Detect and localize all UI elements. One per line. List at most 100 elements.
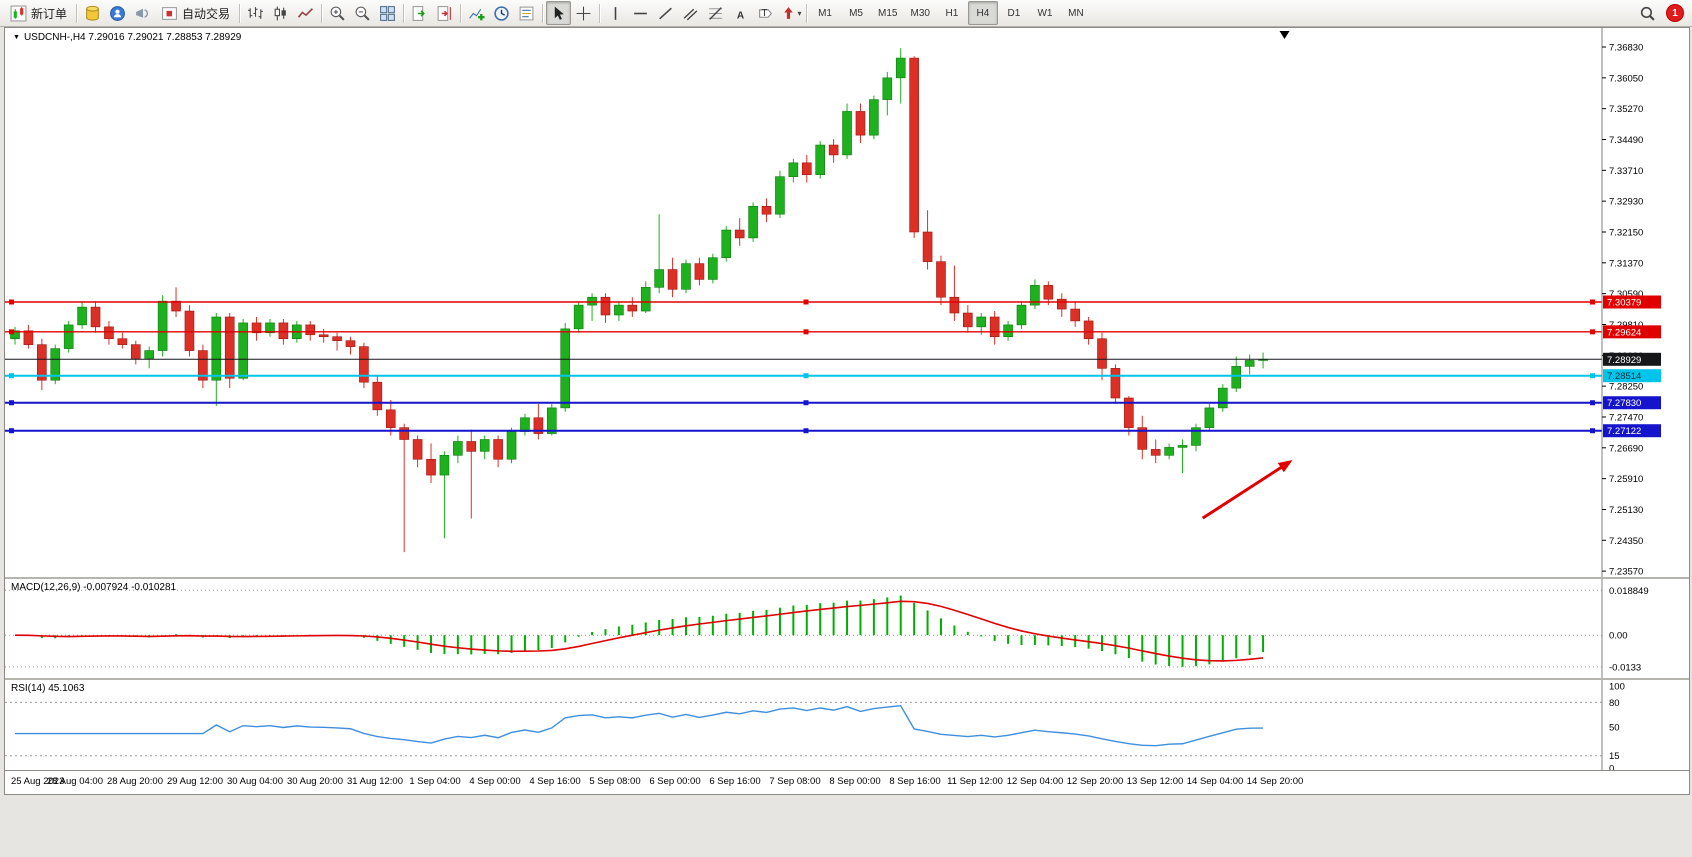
history-center-button[interactable] [80, 1, 105, 25]
timeframe-button-m15[interactable]: M15 [878, 7, 898, 19]
timeframe-button-w1[interactable]: W1 [1037, 7, 1053, 19]
time-label: 31 Aug 12:00 [347, 776, 403, 787]
svg-text:50: 50 [1609, 723, 1620, 734]
svg-text:15: 15 [1609, 751, 1620, 762]
svg-text:7.28514: 7.28514 [1607, 371, 1641, 382]
svg-text:7.27470: 7.27470 [1609, 412, 1643, 423]
pane-splitter[interactable] [5, 678, 1689, 680]
timeframe-button-h1[interactable]: H1 [945, 7, 959, 19]
bar-chart-button[interactable] [243, 1, 268, 25]
community-icon [110, 5, 125, 21]
trendline-icon [659, 7, 672, 19]
cursor-button[interactable] [546, 1, 572, 25]
chart-shift-button[interactable] [432, 1, 457, 25]
svg-text:7.23570: 7.23570 [1609, 567, 1643, 577]
news-button[interactable] [130, 1, 155, 25]
new-order-icon [10, 5, 27, 21]
toolbar-separator [806, 3, 808, 23]
rsi-panel[interactable]: 100 80 50 15 0 [5, 680, 1689, 770]
svg-text:7.28250: 7.28250 [1609, 382, 1643, 393]
templates-button[interactable] [514, 1, 539, 25]
svg-text:7.31370: 7.31370 [1609, 258, 1643, 269]
svg-text:-0.0133: -0.0133 [1609, 662, 1641, 673]
svg-text:7.32930: 7.32930 [1609, 197, 1643, 208]
autotrading-icon [162, 6, 177, 20]
svg-text:80: 80 [1609, 698, 1620, 709]
chart-symbol-period: USDCNH-,H4 [23, 32, 86, 43]
text-label-button[interactable]: T [753, 1, 778, 25]
cursor-icon [554, 6, 564, 20]
indicators-icon [469, 8, 485, 20]
zoom-out-icon [355, 6, 370, 21]
time-axis[interactable]: 25 Aug 2023 28 Aug 04:00 28 Aug 20:00 29 Au… [5, 770, 1689, 794]
toolbar-separator [542, 3, 544, 23]
timeframe-button-mn[interactable]: MN [1068, 7, 1084, 19]
pane-splitter[interactable] [5, 577, 1689, 579]
tile-windows-button[interactable] [375, 1, 400, 25]
arrows-button[interactable]: ▾ [778, 1, 803, 25]
svg-text:A: A [737, 10, 745, 21]
one-click-trading-toggle[interactable]: ▼ [13, 34, 20, 41]
fibonacci-button[interactable] [703, 1, 728, 25]
toolbar-separator [239, 3, 241, 23]
svg-text:0.00: 0.00 [1609, 631, 1628, 642]
zoom-out-button[interactable] [350, 1, 375, 25]
svg-text:0: 0 [1609, 764, 1614, 771]
time-label: 8 Sep 16:00 [889, 776, 941, 787]
time-label: 4 Sep 00:00 [469, 776, 521, 787]
time-label: 14 Sep 04:00 [1186, 776, 1244, 787]
chart-title: ▼ USDCNH-,H4 7.29016 7.29021 7.28853 7.28… [13, 32, 241, 43]
trendline-button[interactable] [653, 1, 678, 25]
new-order-label: 新订单 [31, 6, 68, 21]
time-label: 8 Sep 00:00 [829, 776, 881, 787]
timeframe-button-m5[interactable]: M5 [849, 7, 863, 19]
svg-text:7.25910: 7.25910 [1609, 474, 1643, 485]
notification-badge[interactable]: 1 [1667, 5, 1683, 21]
new-order-button[interactable]: 新订单 [4, 1, 73, 25]
zoom-in-button[interactable] [325, 1, 350, 25]
horizontal-line-button[interactable] [628, 1, 653, 25]
news-icon [136, 8, 149, 18]
time-label: 6 Sep 16:00 [709, 776, 761, 787]
timeframe-button-m30[interactable]: M30 [910, 7, 930, 19]
timeframe-button-h4[interactable]: H4 [967, 1, 998, 25]
svg-text:7.33710: 7.33710 [1609, 166, 1643, 177]
search-button[interactable] [1635, 1, 1660, 25]
vertical-line-button[interactable] [603, 1, 628, 25]
svg-text:7.32150: 7.32150 [1609, 227, 1643, 238]
community-button[interactable] [105, 1, 130, 25]
time-label: 12 Sep 20:00 [1066, 776, 1124, 787]
line-chart-icon [297, 7, 314, 18]
fibonacci-icon [709, 6, 722, 20]
macd-panel[interactable]: 0.018849 0.00 -0.0133 [5, 579, 1689, 678]
main-price-chart[interactable]: 7.36830 7.36050 7.35270 7.34490 7.33710 7.329… [5, 28, 1689, 577]
autotrading-label: 自动交易 [182, 6, 231, 21]
svg-text:7.30590: 7.30590 [1609, 289, 1643, 300]
horizontal-line-icon [634, 12, 647, 14]
history-center-icon [86, 5, 99, 21]
auto-scroll-button[interactable] [407, 1, 432, 25]
macd-indicator-label: MACD(12,26,9) -0.007924 -0.010281 [11, 582, 177, 593]
time-label: 6 Sep 00:00 [649, 776, 701, 787]
templates-icon [519, 6, 534, 20]
text-button[interactable]: A [728, 1, 753, 25]
svg-text:100: 100 [1609, 682, 1625, 693]
svg-text:7.26690: 7.26690 [1609, 443, 1643, 454]
svg-text:T: T [761, 8, 767, 19]
toolbar-separator [321, 3, 323, 23]
timeframe-button-d1[interactable]: D1 [1007, 7, 1021, 19]
crosshair-icon [576, 6, 591, 20]
candle-chart-button[interactable] [268, 1, 293, 25]
time-label: 14 Sep 20:00 [1246, 776, 1304, 787]
timeframe-button-m1[interactable]: M1 [818, 7, 832, 19]
time-label: 4 Sep 16:00 [529, 776, 581, 787]
channel-button[interactable] [678, 1, 703, 25]
line-chart-button[interactable] [293, 1, 318, 25]
timeframe-group: M1 M5 M15 M30 H1 H4 D1 W1 MN [810, 1, 1091, 25]
indicators-button[interactable] [464, 1, 489, 25]
svg-text:7.25130: 7.25130 [1609, 505, 1643, 516]
crosshair-button[interactable] [571, 1, 596, 25]
periods-button[interactable] [489, 1, 514, 25]
bar-chart-icon [248, 6, 263, 19]
autotrading-button[interactable]: 自动交易 [155, 1, 236, 25]
